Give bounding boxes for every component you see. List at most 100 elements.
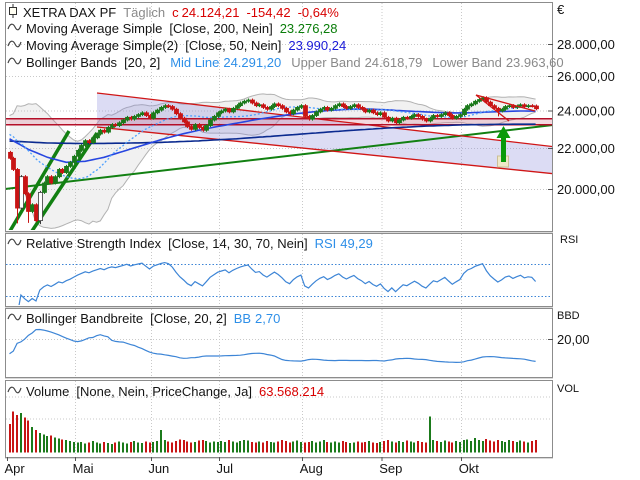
candle-body	[534, 105, 539, 110]
volume-bar	[179, 439, 181, 453]
volume-bar	[167, 441, 169, 453]
candle-body	[431, 115, 436, 119]
indicator-params: [20, 2]	[124, 55, 161, 70]
volume-bar	[156, 441, 158, 453]
candle-body	[113, 124, 118, 127]
candle-body	[269, 106, 274, 110]
month-axis-label: Aug	[300, 461, 323, 476]
volume-bar	[459, 441, 461, 453]
volume-bar	[43, 434, 45, 453]
volume-bar	[508, 440, 510, 453]
candle-body	[378, 112, 383, 115]
candle-body	[458, 114, 463, 117]
volume-bar	[289, 442, 291, 453]
channel-line[interactable]	[96, 126, 556, 175]
volume-bar	[186, 441, 188, 453]
legend-row-bollinger[interactable]: Bollinger Bands [20, 2] Mid Line 24.291,…	[7, 55, 564, 70]
candle-body	[117, 122, 122, 126]
candle-body	[450, 115, 455, 119]
bbd-line	[9, 328, 536, 364]
candle-body	[276, 103, 281, 107]
volume-bar	[413, 442, 415, 453]
volume-bar	[357, 441, 359, 453]
candle-body	[367, 109, 372, 113]
volume-bar	[315, 442, 317, 453]
bbd-axis-label: BBD	[557, 310, 580, 322]
price-change: -154,42	[246, 5, 291, 20]
candle-body	[174, 108, 179, 115]
volume-bar	[202, 439, 204, 453]
volume-bar	[334, 441, 336, 453]
volume-bar	[535, 440, 537, 453]
volume-bar	[149, 442, 151, 453]
volume-bar	[273, 442, 275, 453]
bbd-value-label: BB	[233, 311, 252, 326]
timeframe-label: Täglich	[123, 5, 166, 20]
legend-row-ma200[interactable]: Moving Average Simple [Close, 200, Nein]…	[7, 21, 338, 36]
volume-bar	[436, 441, 438, 453]
candle-body	[272, 103, 277, 107]
candle-body	[79, 145, 84, 151]
legend-row-bbd[interactable]: Bollinger Bandbreite [Close, 20, 2] BB 2…	[7, 311, 280, 326]
volume-bar	[326, 441, 328, 453]
last-price: 24.124,21	[181, 5, 240, 20]
volume-bar	[247, 440, 249, 453]
volume-bar	[20, 413, 22, 453]
volume-panel[interactable]	[6, 381, 552, 456]
candle-body	[227, 108, 232, 113]
candle-body	[38, 192, 43, 222]
indicator-label: Volume	[26, 384, 70, 399]
indicator-value: 23.276,28	[279, 21, 338, 36]
candle-body	[329, 107, 334, 111]
candle-body	[416, 114, 421, 117]
volume-bar	[512, 441, 514, 453]
legend-row-instrument[interactable]: XETRA DAX PF Täglich c 24.124,21 -154,42…	[7, 4, 339, 21]
indicator-params: [Close, 200, Nein]	[169, 21, 273, 36]
volume-bar	[145, 441, 147, 453]
legend-row-volume[interactable]: Volume [None, Nein, PriceChange, Ja] 63.…	[7, 384, 324, 399]
rsi-panel[interactable]	[6, 234, 552, 316]
steep-uptrend-line[interactable]	[8, 130, 71, 231]
up-arrow-head[interactable]	[496, 126, 511, 138]
volume-bar	[406, 440, 408, 453]
candle-body	[295, 107, 300, 111]
candle-body	[121, 119, 126, 124]
volume-bar	[236, 442, 238, 453]
volume-bar	[398, 441, 400, 453]
legend-row-ma50[interactable]: Moving Average Simple(2) [Close, 50, Nei…	[7, 38, 346, 53]
volume-bar	[24, 417, 26, 453]
volume-bar	[171, 442, 173, 453]
candle-body	[530, 105, 535, 108]
indicator-value: 23.990,24	[288, 38, 347, 53]
volume-bar	[16, 414, 18, 453]
ma200-line	[9, 123, 536, 145]
candle-body	[250, 99, 255, 104]
volume-bar	[258, 441, 260, 453]
candle-body	[363, 108, 368, 113]
volume-bar	[9, 423, 11, 453]
wedge-line[interactable]	[475, 94, 536, 112]
legend-row-rsi[interactable]: Relative Strength Index [Close, 14, 30, …	[7, 236, 373, 251]
volume-bar	[141, 443, 143, 453]
candle-body	[428, 117, 433, 122]
candle-body	[125, 116, 130, 121]
wedge-line[interactable]	[475, 94, 510, 122]
candle-body	[401, 116, 406, 121]
candle-body	[265, 107, 270, 110]
volume-bar	[88, 442, 90, 453]
volume-bar	[300, 441, 302, 453]
volume-bar	[478, 440, 480, 453]
candle-body	[98, 129, 103, 135]
volume-bar	[429, 416, 431, 453]
volume-bar	[395, 442, 397, 453]
main-price-panel[interactable]	[5, 3, 556, 231]
volume-bar	[368, 441, 370, 453]
candle-body	[60, 169, 65, 173]
bbd-panel[interactable]	[6, 309, 552, 376]
candle-body	[242, 100, 247, 104]
rsi-value-label: RSI	[314, 236, 337, 251]
price-tick-label: 24.000,00	[557, 104, 615, 119]
volume-bar	[281, 440, 283, 453]
channel-line[interactable]	[96, 92, 556, 148]
